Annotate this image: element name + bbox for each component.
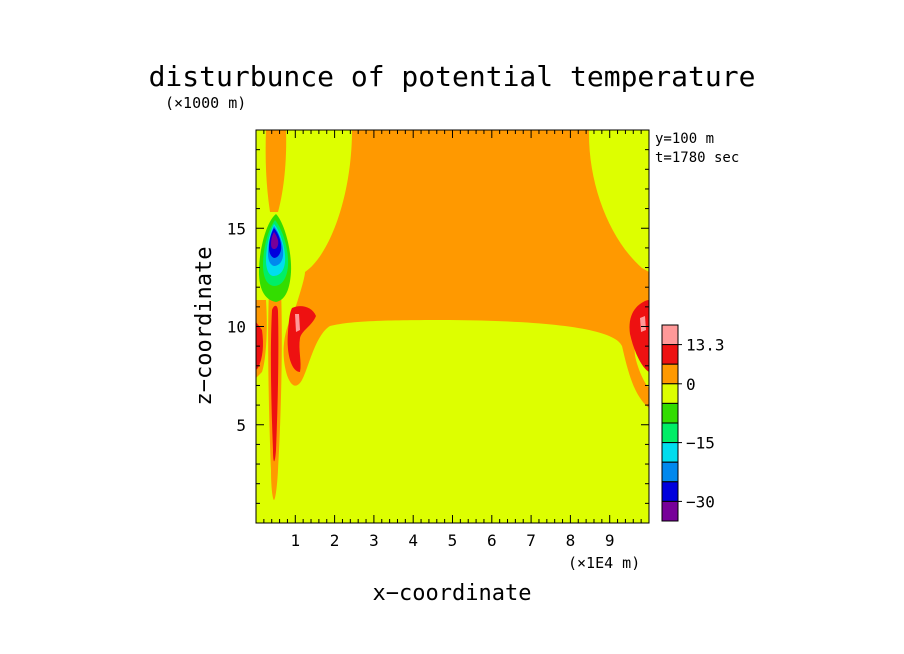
x-tick-label: 5 bbox=[448, 531, 458, 550]
x-axis-label: x−coordinate bbox=[373, 581, 532, 606]
colorbar-swatch bbox=[661, 442, 679, 463]
field-hot-spot-left bbox=[295, 314, 300, 332]
field-warm-lobe-left bbox=[287, 306, 316, 372]
y-tick-label: 15 bbox=[227, 219, 246, 238]
colorbar-label: −30 bbox=[686, 492, 715, 511]
field-upper-plateau bbox=[283, 130, 649, 408]
colorbar bbox=[661, 324, 679, 522]
annotation-y: y=100 m bbox=[655, 131, 714, 147]
colorbar-swatch bbox=[661, 383, 679, 404]
colorbar-label: −15 bbox=[686, 434, 715, 453]
y-unit-label: (×1000 m) bbox=[165, 94, 246, 112]
field-cold-core bbox=[271, 232, 279, 249]
colorbar-swatch bbox=[661, 481, 679, 502]
y-tick-label: 5 bbox=[236, 416, 246, 435]
colorbar-labels: 13.3 0 −15 −30 bbox=[678, 336, 725, 511]
x-tick-label: 7 bbox=[526, 531, 536, 550]
colorbar-swatch bbox=[661, 324, 679, 346]
colorbar-swatch bbox=[661, 344, 679, 365]
colorbar-label: 13.3 bbox=[686, 336, 725, 355]
chart-title: disturbunce of potential temperature bbox=[149, 60, 756, 93]
x-unit-label: (×1E4 m) bbox=[568, 554, 640, 572]
field-warm-plume-core bbox=[270, 305, 279, 462]
y-axis-label: z−coordinate bbox=[192, 247, 217, 406]
x-tick-label: 2 bbox=[330, 531, 340, 550]
x-tick-label: 4 bbox=[408, 531, 418, 550]
colorbar-swatch bbox=[661, 422, 679, 444]
y-tick-label: 10 bbox=[227, 318, 246, 337]
x-axis-ticks bbox=[255, 130, 650, 523]
colorbar-swatch bbox=[661, 500, 679, 522]
y-axis-ticks bbox=[256, 129, 649, 524]
x-tick-label: 1 bbox=[290, 531, 300, 550]
x-tick-label: 8 bbox=[566, 531, 576, 550]
x-tick-label: 9 bbox=[605, 531, 615, 550]
colorbar-swatch bbox=[661, 402, 679, 424]
plot-area bbox=[255, 129, 650, 524]
colorbar-label: 0 bbox=[686, 375, 696, 394]
x-tick-label: 6 bbox=[487, 531, 497, 550]
colorbar-swatch bbox=[661, 363, 679, 385]
annotation-t: t=1780 sec bbox=[655, 150, 739, 166]
x-axis-tick-labels: 1 2 3 4 5 6 7 8 9 bbox=[290, 531, 614, 550]
field-hot-spot-right bbox=[640, 316, 646, 332]
colorbar-swatch bbox=[661, 461, 679, 483]
field-left-top-column bbox=[265, 130, 287, 212]
x-tick-label: 3 bbox=[369, 531, 379, 550]
y-axis-tick-labels: 5 10 15 bbox=[227, 219, 246, 435]
